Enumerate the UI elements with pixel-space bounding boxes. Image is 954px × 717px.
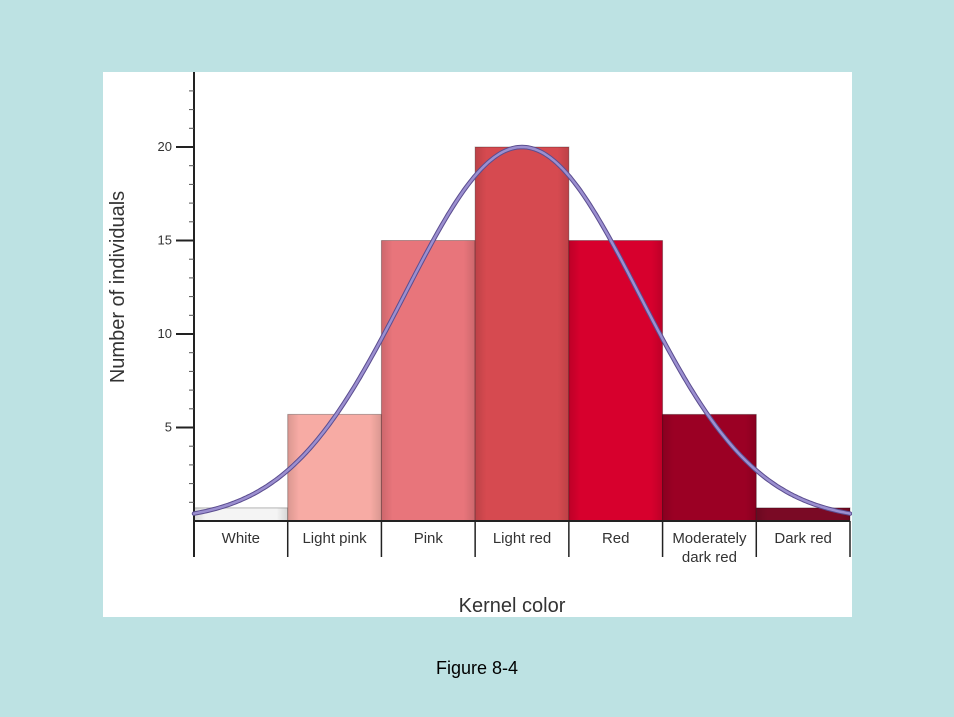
y-tick-label: 15 (158, 233, 172, 248)
bar-chart: 5 10 15 20 White Light pink Pink Light red Red Mo… (107, 72, 852, 617)
bar-shading (287, 414, 382, 521)
x-tick-label: Moderately dark red (672, 530, 747, 566)
y-tick-label: 5 (165, 420, 172, 435)
bar-shading (381, 240, 476, 521)
figure-caption: Figure 8-4 (435, 658, 519, 678)
bar-shading (662, 414, 757, 521)
x-tick-label: Dark red (774, 530, 832, 547)
x-tick-label: White (222, 530, 260, 547)
x-tick-label: Red (602, 530, 630, 547)
distribution-curve (192, 145, 852, 515)
y-tick-label: 20 (158, 139, 172, 154)
bar-shading (756, 507, 850, 521)
bar-shading (568, 240, 663, 521)
x-tick-label: Pink (414, 530, 444, 547)
y-tick-label: 10 (158, 326, 172, 341)
x-tick-label: Light pink (302, 530, 367, 547)
bar-shading (194, 507, 288, 521)
figure-panel: 5 10 15 20 White Light pink Pink Light red Red Mo… (103, 72, 852, 617)
x-tick-label: Light red (493, 530, 551, 547)
y-axis-title: Number of individuals (107, 191, 129, 383)
x-axis-title: Kernel color (459, 595, 566, 617)
bar-shading (475, 147, 569, 521)
